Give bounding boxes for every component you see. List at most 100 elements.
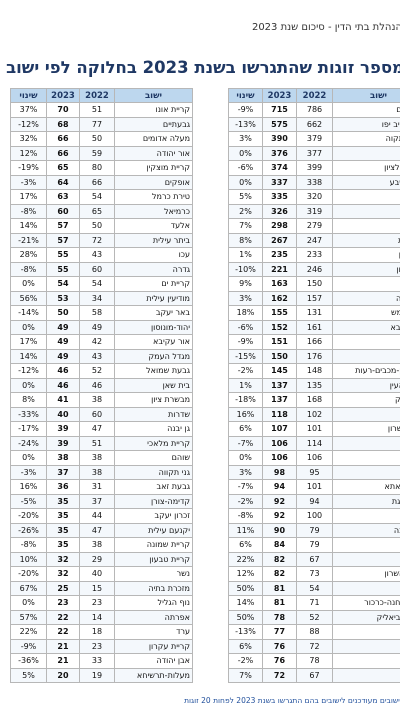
- table-row: בני ברק168137-18%: [228, 392, 400, 408]
- cell: קריית ים: [114, 276, 193, 292]
- cell: 148: [296, 363, 333, 379]
- cell: 575: [262, 116, 297, 132]
- cell: 66: [79, 174, 115, 190]
- cell: 31: [79, 479, 115, 495]
- cell: 3%: [228, 290, 263, 306]
- cell: 107: [262, 421, 297, 437]
- cell: 0%: [228, 450, 263, 466]
- cell: אשדוד: [332, 203, 400, 219]
- cell: 66: [46, 131, 80, 147]
- cell: -7%: [228, 479, 263, 495]
- column-header: שינוי: [10, 88, 47, 103]
- cell: מעלות-תרשיחא: [114, 667, 193, 683]
- cell: אלעד: [114, 218, 193, 234]
- cell: 786: [296, 102, 333, 118]
- cell: באר יעקב: [114, 305, 193, 321]
- cell: 22: [46, 609, 80, 625]
- table-row: ירושלים786715-9%: [228, 102, 400, 118]
- cell: 233: [296, 247, 333, 263]
- cell: 60: [46, 203, 80, 219]
- cell: 335: [262, 189, 297, 205]
- table-row: טמרה548150%: [228, 580, 400, 596]
- cell: 29: [79, 551, 115, 567]
- cell: 44: [79, 508, 115, 524]
- cell: מודיעין-מכבים-רעות: [332, 363, 400, 379]
- cell: 18: [79, 624, 115, 640]
- cell: קריית שמונה: [114, 537, 193, 553]
- table-row: ביתר עילית 72 57 -21%: [10, 232, 193, 248]
- table: ישוב 2022 2023 שינוי קריית אונו 51 70 37% גבעתיי…: [10, 88, 193, 683]
- cell: אור עקיבא: [114, 334, 193, 350]
- table-row: קריית אונו 51 70 37%: [10, 102, 193, 118]
- cell: 3%: [228, 131, 263, 147]
- cell: -12%: [10, 363, 47, 379]
- cell: נוף הגליל: [114, 595, 193, 611]
- cell: 32%: [10, 131, 47, 147]
- cell: 42: [79, 334, 115, 350]
- cell: 38: [79, 450, 115, 466]
- cell: שוהם: [114, 450, 193, 466]
- cell: 50%: [228, 609, 263, 625]
- column-header: 2023: [46, 88, 80, 103]
- cell: 76: [262, 638, 297, 654]
- table-row: באר שבע3383370%: [228, 174, 400, 190]
- cell: גבעת שמואל: [114, 363, 193, 379]
- table-row: גדרה 60 55 -8%: [10, 261, 193, 277]
- table-row: בית שמש13115518%: [228, 305, 400, 321]
- cell: ביתר עילית: [114, 232, 193, 248]
- cell: 46: [79, 377, 115, 393]
- cell: 114: [296, 435, 333, 451]
- cell: 73: [296, 566, 333, 582]
- cell: 50: [79, 131, 115, 147]
- table-row: מבשרת ציון 38 41 8%: [10, 392, 193, 408]
- cell: 54: [296, 580, 333, 596]
- cell: 65: [46, 160, 80, 176]
- cell: 33: [79, 653, 115, 669]
- cell: 8%: [10, 392, 47, 408]
- cell: 67%: [10, 580, 47, 596]
- cell: 39: [46, 421, 80, 437]
- cell: 37: [46, 464, 80, 480]
- cell: 35: [46, 508, 80, 524]
- table-row: הרצליה1571623%: [228, 290, 400, 306]
- table-row: יקנעם עילית 47 35 -26%: [10, 522, 193, 538]
- cell: 40: [46, 406, 80, 422]
- cell: יקנעם עילית: [114, 522, 193, 538]
- cell: קריית ביאליק: [332, 609, 400, 625]
- cell: 52: [79, 363, 115, 379]
- column-header: 2022: [79, 88, 115, 103]
- cell: 166: [296, 334, 333, 350]
- cell: עפולה: [332, 406, 400, 422]
- cell: 379: [296, 131, 333, 147]
- cell: 46: [46, 377, 80, 393]
- cell: 58: [79, 305, 115, 321]
- cell: 320: [296, 189, 333, 205]
- table-row: טירת כרמל 54 63 17%: [10, 189, 193, 205]
- table-row: בית שאן 46 46 0%: [10, 377, 193, 393]
- cell: קריית מוצקין: [114, 160, 193, 176]
- table-row: שוהם 38 38 0%: [10, 450, 193, 466]
- cell: 47: [79, 421, 115, 437]
- table-row: קריית מלאכי 51 39 -24%: [10, 435, 193, 451]
- cell: 55: [46, 247, 80, 263]
- cell: פרדס חנה-כרכור: [332, 595, 400, 611]
- cell: 162: [262, 290, 297, 306]
- cell: 47: [79, 522, 115, 538]
- cell: 14%: [228, 595, 263, 611]
- cell: 84: [262, 537, 297, 553]
- cell: מגדל העמק: [114, 348, 193, 364]
- cell: רמלה: [332, 450, 400, 466]
- cell: -19%: [10, 160, 47, 176]
- cell: כפר סבא: [332, 319, 400, 335]
- cell: כרמיאל: [114, 203, 193, 219]
- cell: קריית עקרון: [114, 638, 193, 654]
- table-row: כרמיאל 65 60 -8%: [10, 203, 193, 219]
- cell: 101: [296, 479, 333, 495]
- cell: 6%: [228, 421, 263, 437]
- cell: 60: [79, 261, 115, 277]
- cell: 57%: [10, 609, 47, 625]
